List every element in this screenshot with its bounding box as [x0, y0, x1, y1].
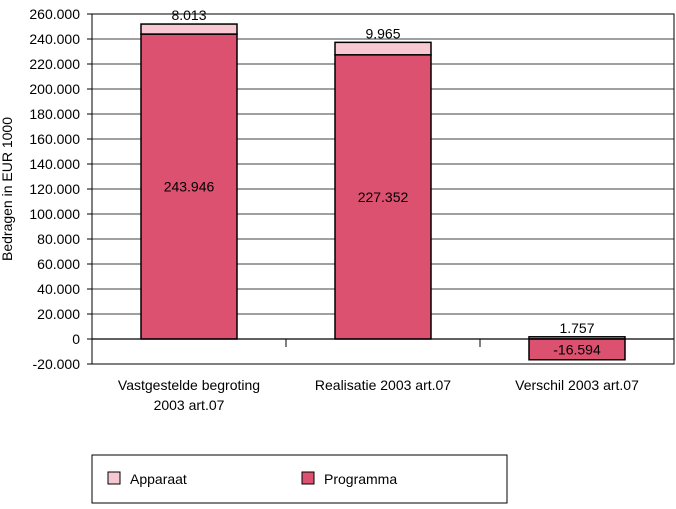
y-axis-title: Bedragen in EUR 1000: [0, 117, 15, 261]
legend-label-programma: Programma: [324, 471, 397, 487]
y-tick-label: -20.000: [33, 356, 81, 372]
data-label-apparaat: 9.965: [365, 25, 400, 41]
y-tick-label: 120.000: [29, 181, 80, 197]
y-tick-label: 180.000: [29, 106, 80, 122]
y-tick-label: 0: [72, 331, 80, 347]
x-category-label: Vastgestelde begroting: [118, 377, 260, 393]
y-tick-label: 160.000: [29, 131, 80, 147]
y-tick-labels: -20.000 0 20.000 40.000 60.000 80.000 100.000 1…: [29, 6, 80, 372]
data-labels: 243.946 8.013 Vastgestelde begroting 2003 a…: [118, 7, 639, 413]
legend-label-apparaat: Apparaat: [130, 471, 187, 487]
data-label-apparaat: 1.757: [559, 320, 594, 336]
legend-swatch-programma: [301, 471, 315, 485]
y-tick-label: 40.000: [37, 281, 80, 297]
y-tick-label: 100.000: [29, 206, 80, 222]
y-tick-label: 80.000: [37, 231, 80, 247]
data-label-apparaat: 8.013: [171, 7, 206, 23]
legend-swatch-apparaat: [107, 471, 121, 485]
data-label-programma: -16.594: [553, 341, 601, 357]
x-category-label: Verschil 2003 art.07: [515, 377, 639, 393]
data-label-programma: 243.946: [164, 179, 215, 195]
bar-programma: [334, 54, 432, 340]
y-tick-label: 140.000: [29, 156, 80, 172]
x-category-label: Realisatie 2003 art.07: [315, 377, 451, 393]
y-tick-label: 200.000: [29, 81, 80, 97]
x-category-label: 2003 art.07: [154, 397, 225, 413]
bar-apparaat: [334, 41, 432, 56]
legend-box: [91, 454, 508, 504]
y-tick-label: 20.000: [37, 306, 80, 322]
data-label-programma: 227.352: [358, 189, 409, 205]
y-tick-label: 220.000: [29, 56, 80, 72]
y-tick-label: 240.000: [29, 31, 80, 47]
y-tick-label: 260.000: [29, 6, 80, 22]
legend: Apparaat Programma: [91, 454, 508, 504]
y-tick-label: 60.000: [37, 256, 80, 272]
bars: [140, 23, 626, 361]
bar-programma: [140, 33, 238, 340]
bar-apparaat: [140, 23, 238, 35]
